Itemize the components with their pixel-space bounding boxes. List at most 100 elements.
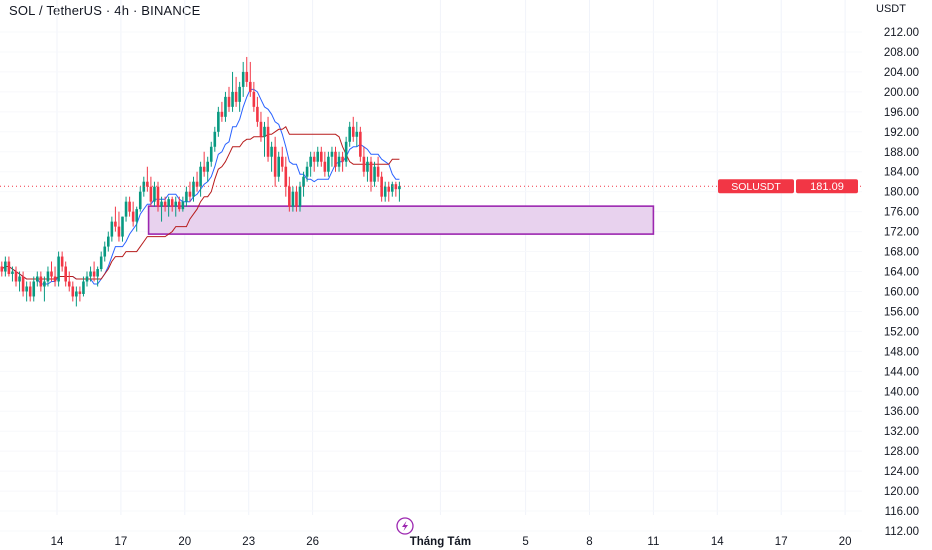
lightning-icon[interactable] [396, 517, 414, 535]
candle [376, 156, 380, 182]
candle [163, 196, 167, 212]
candle [110, 216, 114, 242]
candle [309, 151, 312, 177]
candle-body [288, 186, 291, 207]
candle-body [245, 71, 249, 82]
candle-body [238, 86, 241, 102]
candle [82, 276, 85, 297]
candle-body [89, 271, 92, 277]
candle-body [92, 271, 96, 277]
candle-body [220, 111, 224, 117]
y-tick-label: 184.00 [884, 167, 919, 179]
candle-body [337, 156, 341, 167]
candles [0, 56, 401, 307]
candle [355, 121, 359, 147]
candle [18, 271, 21, 292]
candle-body [11, 271, 14, 275]
candle [195, 171, 199, 192]
y-tick-label: 208.00 [884, 47, 919, 59]
demand-zone[interactable] [147, 205, 655, 235]
candle-body [309, 156, 312, 167]
candle [64, 261, 67, 287]
candle-body [284, 166, 288, 187]
candle [383, 181, 387, 202]
candle [259, 111, 263, 142]
y-tick-label: 168.00 [884, 247, 919, 259]
candle-body [170, 199, 174, 207]
candle [71, 281, 75, 302]
candle-body [259, 121, 263, 137]
candle-body [320, 151, 323, 162]
candle [39, 271, 43, 292]
symbol-tag [718, 179, 794, 194]
candle [227, 86, 231, 112]
candle-body [121, 216, 124, 237]
candle-body [202, 166, 206, 172]
candle-body [138, 191, 142, 210]
candle-body [85, 276, 89, 282]
candle [121, 216, 124, 242]
x-tick-label: 14 [51, 536, 64, 548]
y-tick-label: 204.00 [884, 67, 919, 79]
candle-body [43, 281, 46, 287]
price-axis[interactable]: 212.00 208.00 204.00 200.00 196.00 192.00 188.… [884, 27, 919, 538]
candle [199, 161, 202, 197]
candle-body [78, 291, 82, 294]
candle-body [327, 156, 330, 172]
candle-body [174, 201, 178, 207]
candle-body [302, 176, 305, 187]
candle [96, 266, 99, 287]
candle-body [114, 221, 117, 227]
candle [167, 196, 170, 217]
candle-body [71, 286, 75, 297]
candle [181, 196, 185, 212]
candle [366, 156, 369, 182]
candle-body [67, 281, 71, 287]
candle [28, 281, 32, 302]
candle [330, 146, 334, 167]
candle [128, 196, 131, 217]
candle-body [160, 201, 163, 207]
candle-body [46, 271, 50, 282]
candle [14, 266, 18, 287]
candle [178, 196, 181, 212]
candle [334, 146, 337, 172]
candle [146, 166, 149, 192]
candle-body [387, 186, 391, 192]
x-tick-label: 23 [242, 536, 255, 548]
candle [217, 106, 220, 137]
candle [316, 146, 320, 167]
candle-body [280, 156, 284, 167]
candle [153, 181, 156, 207]
candle-body [39, 276, 43, 287]
candle-body [376, 166, 380, 177]
candle-body [107, 236, 110, 247]
candle [114, 206, 117, 232]
candle-body [305, 166, 309, 177]
candle-body [277, 156, 280, 177]
y-tick-label: 156.00 [884, 306, 919, 318]
candle [312, 151, 316, 172]
y-tick-label: 120.00 [884, 486, 919, 498]
candle [320, 146, 323, 167]
candle [231, 71, 234, 112]
y-tick-label: 180.00 [884, 187, 919, 199]
candle-body [266, 126, 270, 157]
y-tick-label: 116.00 [885, 506, 919, 518]
candle [252, 81, 256, 112]
candle [337, 151, 341, 172]
candle-body [64, 266, 67, 282]
candle-body [181, 201, 185, 210]
x-tick-label: 17 [775, 536, 788, 548]
candle [107, 231, 110, 252]
candle-body [53, 276, 57, 282]
candle-body [366, 161, 369, 172]
price-tag [796, 179, 858, 194]
symbol-tag-text: SOLUSDT [731, 181, 781, 193]
candle [206, 156, 209, 182]
y-tick-label: 128.00 [884, 446, 919, 458]
candle [4, 256, 7, 277]
candle [185, 186, 188, 207]
time-axis[interactable]: 14 17 20 23 26 Tháng Tám 5 8 11 14 17 20 [51, 536, 852, 548]
